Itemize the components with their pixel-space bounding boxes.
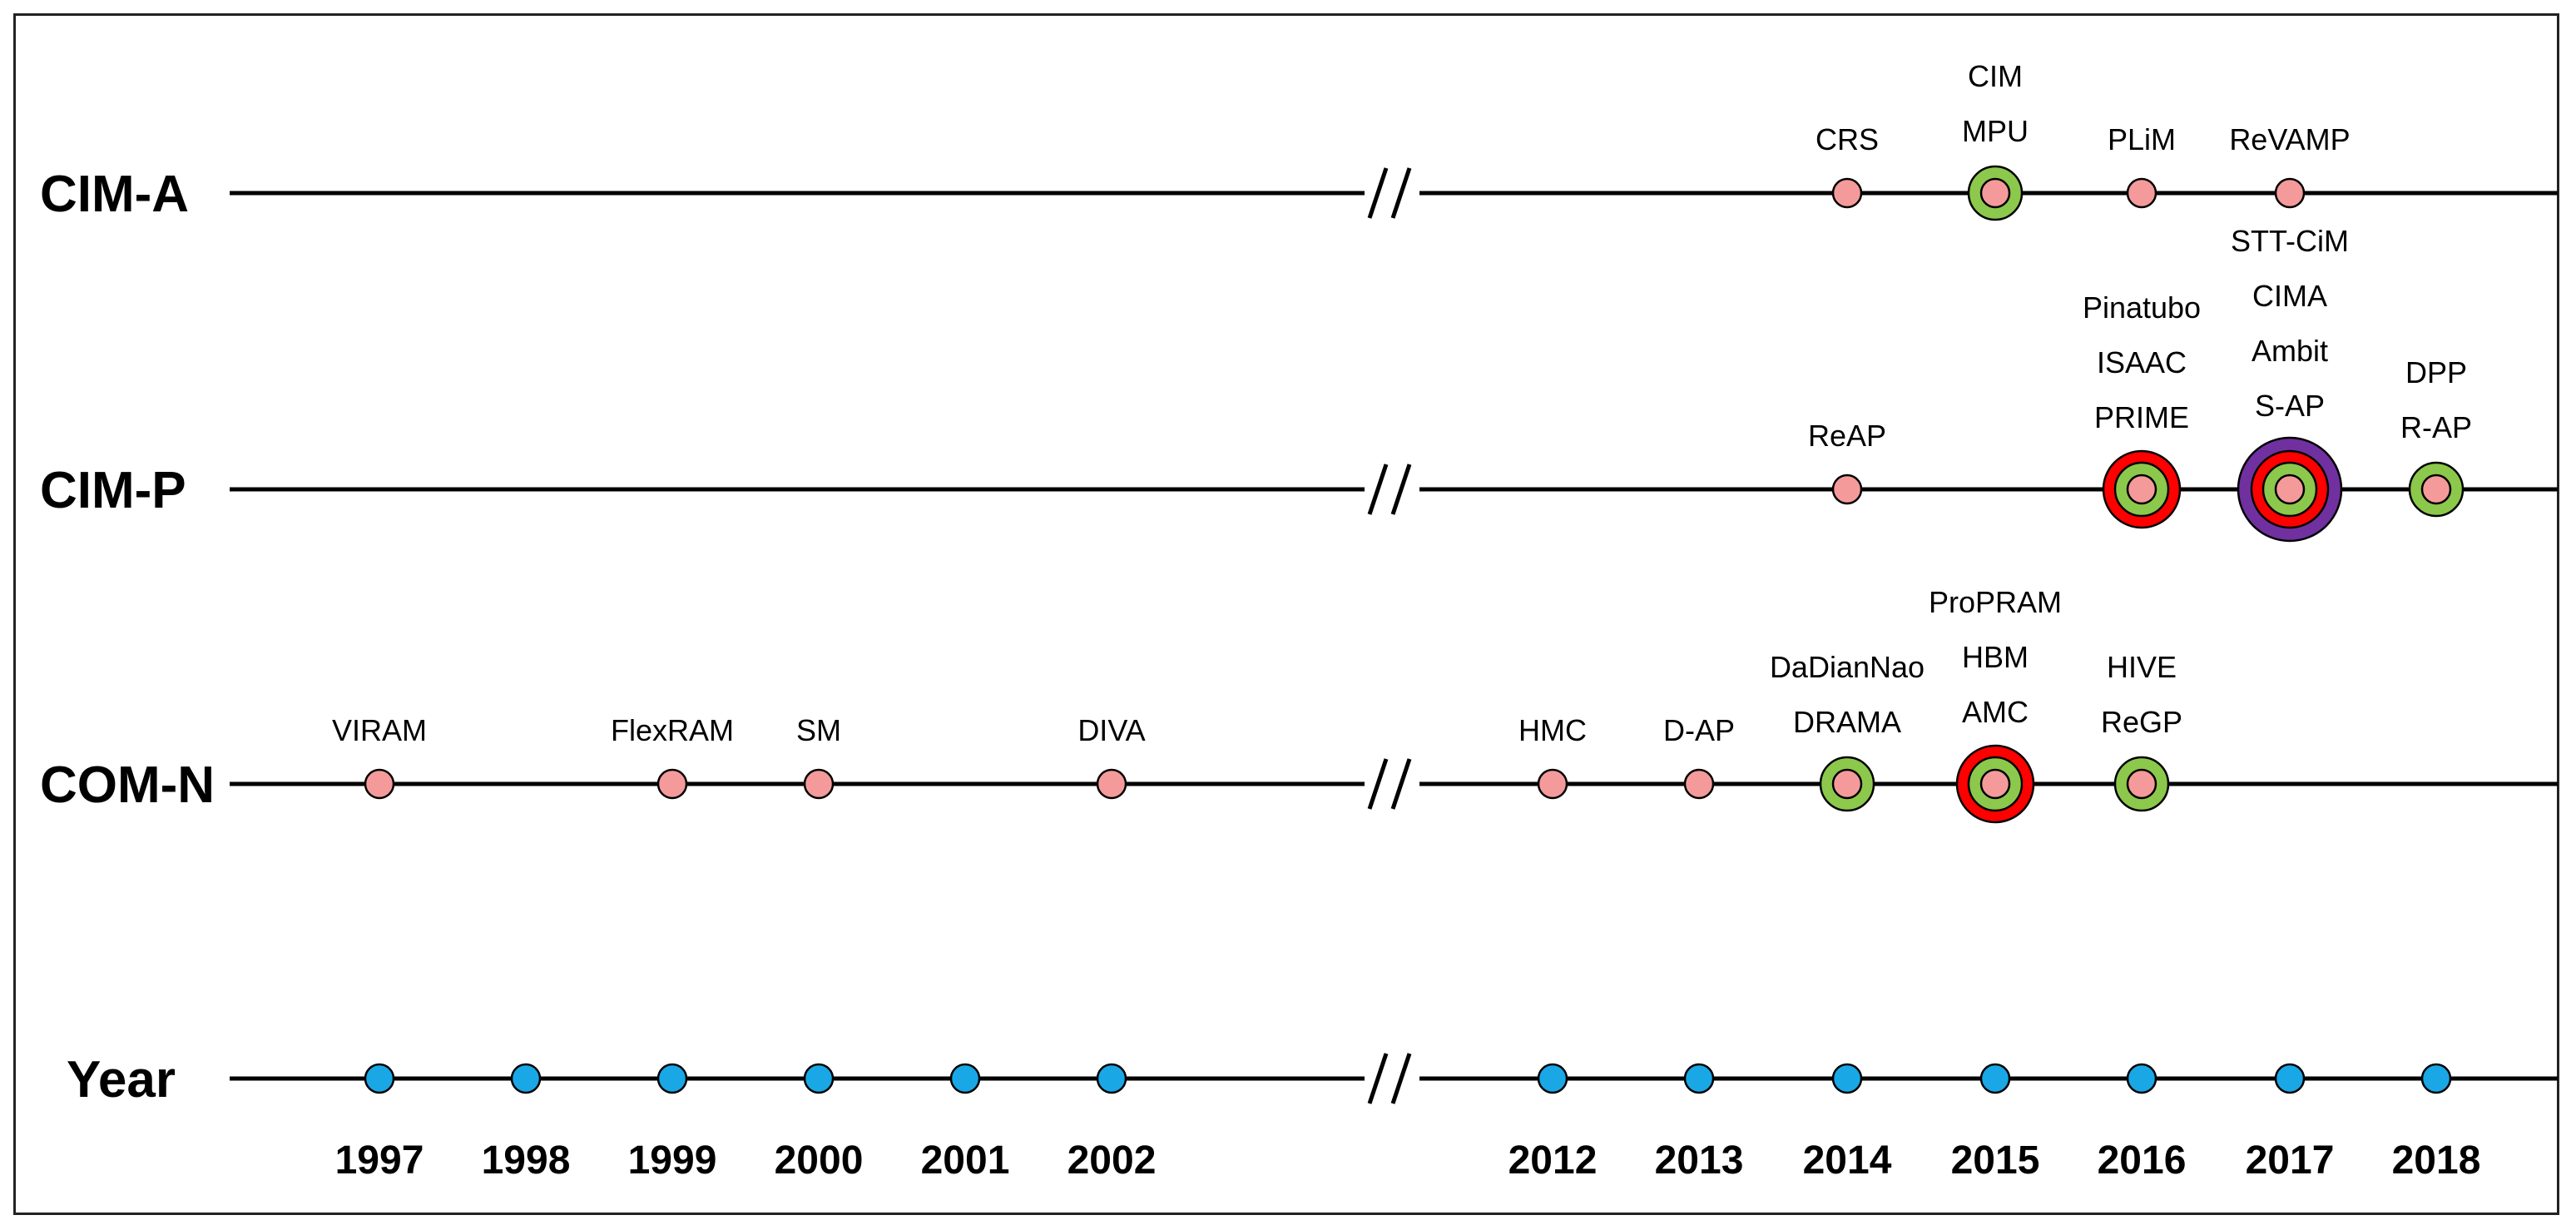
year-dot-2018 <box>2420 1063 2452 1094</box>
year-label-2017: 2017 <box>2246 1138 2335 1183</box>
axis-line-cim-p-break-mark <box>1367 464 1389 515</box>
event-marker-com-n-2012-dot <box>1537 768 1568 800</box>
event-marker-cim-p-2014-dot <box>1831 474 1863 505</box>
event-label-reap: ReAP <box>1808 419 1886 453</box>
event-marker-com-n-1999-dot <box>656 768 688 800</box>
event-label-cima: CIMA <box>2252 279 2327 313</box>
event-label-drama: DRAMA <box>1793 705 1901 739</box>
year-dot-1999 <box>656 1063 688 1094</box>
event-label-dadiannao: DaDianNao <box>1770 650 1925 684</box>
row-label-cim-a: CIM-A <box>40 166 189 223</box>
axis-line-cim-a-break-mark <box>1390 167 1412 219</box>
year-label-2015: 2015 <box>1951 1138 2040 1183</box>
event-label-prime: PRIME <box>2094 400 2189 434</box>
year-dot-1998 <box>510 1063 542 1094</box>
year-label-1997: 1997 <box>335 1138 424 1183</box>
event-label-hive: HIVE <box>2107 650 2177 684</box>
axis-line-com-n-break-mark <box>1367 758 1389 810</box>
year-label-2013: 2013 <box>1655 1138 1744 1183</box>
event-marker-com-n-2013-dot <box>1683 768 1715 800</box>
event-label-dpp: DPP <box>2405 355 2467 389</box>
year-dot-1997 <box>364 1063 395 1094</box>
event-label-d-ap: D-AP <box>1663 713 1735 747</box>
year-label-2001: 2001 <box>921 1138 1010 1183</box>
year-label-2012: 2012 <box>1508 1138 1598 1183</box>
event-label-viram: VIRAM <box>332 713 427 747</box>
event-label-isaac: ISAAC <box>2097 345 2187 379</box>
event-marker-cim-p-2018-dot <box>2420 474 2452 505</box>
event-marker-cim-a-2015-dot <box>1979 177 2011 209</box>
row-label-cim-p: CIM-P <box>40 462 186 519</box>
axis-line-year-break-mark <box>1367 1053 1389 1104</box>
year-dot-2015 <box>1979 1063 2011 1094</box>
year-dot-2017 <box>2274 1063 2306 1094</box>
event-label-ambit: Ambit <box>2252 334 2328 368</box>
event-marker-com-n-2000-dot <box>803 768 835 800</box>
row-label-year: Year <box>67 1051 176 1108</box>
year-dot-2001 <box>949 1063 981 1094</box>
event-marker-com-n-2002-dot <box>1096 768 1127 800</box>
event-label-revamp: ReVAMP <box>2229 122 2350 156</box>
year-label-2016: 2016 <box>2098 1138 2187 1183</box>
event-label-diva: DIVA <box>1077 713 1145 747</box>
event-label-s-ap: S-AP <box>2255 389 2325 423</box>
year-dot-2002 <box>1096 1063 1127 1094</box>
figure-frame <box>13 13 2559 1215</box>
event-label-sm: SM <box>796 713 841 747</box>
event-label-pinatubo: Pinatubo <box>2083 290 2201 325</box>
year-dot-2012 <box>1537 1063 1568 1094</box>
year-label-2014: 2014 <box>1803 1138 1892 1183</box>
axis-line-cim-p-break-mark <box>1390 464 1412 515</box>
event-marker-com-n-1997-dot <box>364 768 395 800</box>
year-dot-2013 <box>1683 1063 1715 1094</box>
event-label-flexram: FlexRAM <box>611 713 734 747</box>
event-label-stt-cim: STT-CiM <box>2231 224 2349 258</box>
event-label-regp: ReGP <box>2101 705 2182 739</box>
row-label-com-n: COM-N <box>40 756 215 814</box>
event-marker-com-n-2015-dot <box>1979 768 2011 800</box>
event-label-cim: CIM <box>1968 59 2023 93</box>
event-marker-cim-a-2016-dot <box>2126 177 2157 209</box>
year-label-2002: 2002 <box>1068 1138 1157 1183</box>
year-label-2018: 2018 <box>2392 1138 2481 1183</box>
axis-line-cim-a-break-mark <box>1367 167 1389 219</box>
event-label-amc: AMC <box>1962 695 2029 729</box>
event-label-crs: CRS <box>1816 122 1879 156</box>
event-label-hmc: HMC <box>1518 713 1587 747</box>
event-label-plim: PLiM <box>2108 122 2176 156</box>
event-marker-cim-p-2017-dot <box>2274 474 2306 505</box>
axis-line-com-n-break-mark <box>1390 758 1412 810</box>
event-marker-com-n-2016-dot <box>2126 768 2157 800</box>
event-marker-cim-p-2016-dot <box>2126 474 2157 505</box>
event-marker-com-n-2014-dot <box>1831 768 1863 800</box>
event-marker-cim-a-2017-dot <box>2274 177 2306 209</box>
event-marker-cim-a-2014-dot <box>1831 177 1863 209</box>
event-label-r-ap: R-AP <box>2400 410 2472 444</box>
year-label-1998: 1998 <box>482 1138 571 1183</box>
year-dot-2014 <box>1831 1063 1863 1094</box>
event-label-mpu: MPU <box>1962 114 2029 148</box>
event-label-hbm: HBM <box>1962 640 2029 674</box>
event-label-propram: ProPRAM <box>1929 585 2062 619</box>
year-label-2000: 2000 <box>775 1138 864 1183</box>
axis-line-year-break-mark <box>1390 1053 1412 1104</box>
year-dot-2000 <box>803 1063 835 1094</box>
year-dot-2016 <box>2126 1063 2157 1094</box>
year-label-1999: 1999 <box>628 1138 717 1183</box>
